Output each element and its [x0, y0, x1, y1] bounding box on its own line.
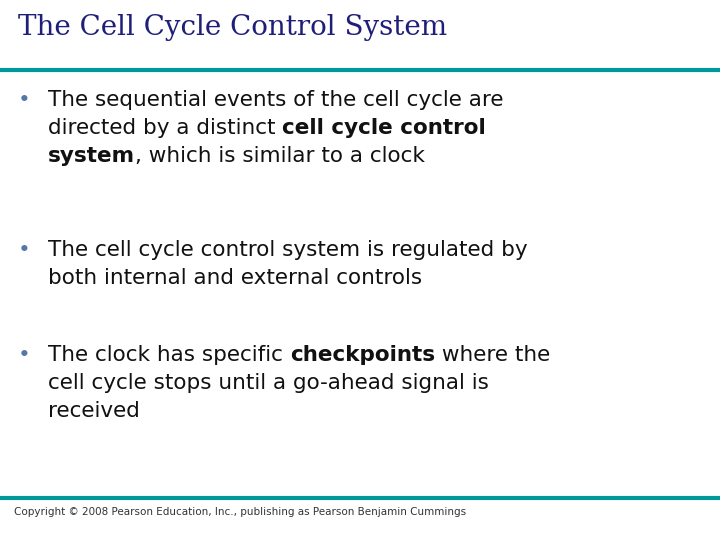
Text: both internal and external controls: both internal and external controls — [48, 268, 422, 288]
Text: cell cycle control: cell cycle control — [282, 118, 486, 138]
Text: •: • — [18, 240, 31, 260]
Text: , which is similar to a clock: , which is similar to a clock — [135, 146, 425, 166]
Text: checkpoints: checkpoints — [289, 345, 435, 365]
Text: The Cell Cycle Control System: The Cell Cycle Control System — [18, 14, 447, 41]
Text: •: • — [18, 345, 31, 365]
Text: received: received — [48, 401, 140, 421]
Text: •: • — [18, 90, 31, 110]
Text: The sequential events of the cell cycle are: The sequential events of the cell cycle … — [48, 90, 503, 110]
Text: directed by a distinct: directed by a distinct — [48, 118, 282, 138]
Text: The clock has specific: The clock has specific — [48, 345, 289, 365]
Text: system: system — [48, 146, 135, 166]
Text: Copyright © 2008 Pearson Education, Inc., publishing as Pearson Benjamin Cumming: Copyright © 2008 Pearson Education, Inc.… — [14, 507, 466, 517]
Text: where the: where the — [435, 345, 550, 365]
Text: The cell cycle control system is regulated by: The cell cycle control system is regulat… — [48, 240, 528, 260]
Text: cell cycle stops until a go-ahead signal is: cell cycle stops until a go-ahead signal… — [48, 373, 489, 393]
